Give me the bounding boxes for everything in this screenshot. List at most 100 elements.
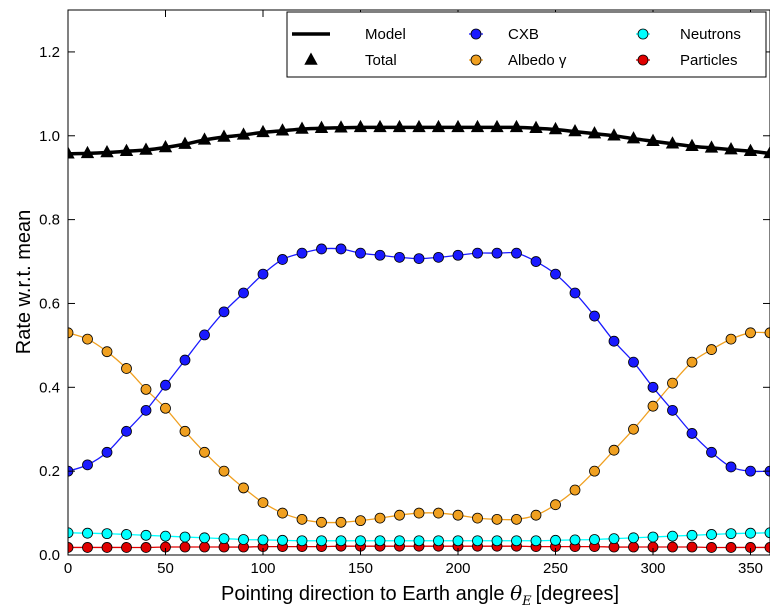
point-2-24 xyxy=(530,509,542,521)
point-1-19 xyxy=(433,251,444,263)
x-axis-symbol: θ xyxy=(510,581,522,605)
point-1-12 xyxy=(296,247,308,259)
point-4-31 xyxy=(667,541,678,553)
point-0-8 xyxy=(217,129,231,142)
point-2-36 xyxy=(764,327,770,339)
point-4-36 xyxy=(764,542,770,553)
point-2-0 xyxy=(68,327,74,339)
point-4-6 xyxy=(179,541,191,553)
point-1-22 xyxy=(491,247,503,259)
point-4-0 xyxy=(68,542,74,553)
point-3-19 xyxy=(433,535,444,547)
point-1-1 xyxy=(82,459,93,471)
point-2-11 xyxy=(277,507,288,519)
point-3-28 xyxy=(608,533,620,545)
point-1-17 xyxy=(394,251,405,263)
point-3-18 xyxy=(413,535,425,547)
point-0-1 xyxy=(80,145,95,159)
legend-box xyxy=(286,11,767,78)
point-0-15 xyxy=(353,119,368,133)
legend-label-3: Total xyxy=(365,52,397,69)
point-2-35 xyxy=(745,327,756,339)
point-1-29 xyxy=(628,356,639,368)
point-4-7 xyxy=(199,541,210,553)
point-4-29 xyxy=(628,541,639,553)
point-3-13 xyxy=(316,535,327,547)
point-3-14 xyxy=(335,535,347,547)
point-2-9 xyxy=(238,482,249,494)
point-2-15 xyxy=(355,515,366,527)
point-0-28 xyxy=(607,128,621,141)
point-0-27 xyxy=(587,126,602,139)
point-0-12 xyxy=(295,121,309,134)
point-4-3 xyxy=(121,542,132,553)
point-3-26 xyxy=(569,534,581,546)
point-0-35 xyxy=(743,143,758,157)
y-axis-title: Rate w.r.t. mean xyxy=(13,210,35,355)
point-0-5 xyxy=(158,139,173,153)
legend-label-0: Model xyxy=(365,26,406,43)
point-0-2 xyxy=(100,144,114,158)
point-1-13 xyxy=(316,243,327,255)
point-2-22 xyxy=(491,513,503,525)
point-2-19 xyxy=(433,507,444,519)
point-2-17 xyxy=(394,509,405,521)
point-1-2 xyxy=(101,446,113,458)
x-axis-subscript: E xyxy=(521,594,532,608)
point-0-14 xyxy=(334,120,348,133)
point-1-27 xyxy=(589,310,600,322)
legend-marker-5 xyxy=(637,54,649,66)
y-tick-label-5: 1.0 xyxy=(39,128,60,145)
point-3-10 xyxy=(257,534,269,546)
point-2-12 xyxy=(296,513,308,525)
point-3-33 xyxy=(706,529,717,540)
legend-marker-2 xyxy=(637,28,649,40)
point-1-18 xyxy=(413,253,425,265)
point-3-31 xyxy=(667,530,678,542)
point-3-15 xyxy=(355,535,366,547)
point-3-21 xyxy=(472,535,483,547)
point-4-32 xyxy=(686,541,698,553)
point-0-18 xyxy=(412,119,426,133)
point-1-34 xyxy=(725,461,737,473)
legend: Model CXB Neutrons Total Albedo γ Particles xyxy=(286,11,767,78)
point-0-11 xyxy=(275,123,290,136)
point-2-26 xyxy=(569,484,581,496)
point-3-29 xyxy=(628,532,639,544)
point-0-33 xyxy=(704,140,719,153)
point-0-17 xyxy=(392,119,407,133)
point-2-7 xyxy=(199,446,210,458)
point-1-16 xyxy=(374,249,386,261)
point-2-10 xyxy=(257,497,269,508)
point-1-5 xyxy=(160,379,171,391)
plot-frame xyxy=(67,9,770,556)
series-line-1 xyxy=(68,247,770,473)
point-4-2 xyxy=(101,542,113,553)
point-1-15 xyxy=(355,247,366,259)
x-tick-label-0: 0 xyxy=(64,560,72,577)
x-axis-label-text: Pointing direction to Earth angle xyxy=(221,583,505,605)
legend-label-1: CXB xyxy=(508,26,539,43)
point-0-0 xyxy=(68,146,75,159)
point-1-8 xyxy=(218,306,230,318)
y-tick-label-4: 0.8 xyxy=(39,212,60,229)
point-2-6 xyxy=(179,425,191,437)
point-0-20 xyxy=(451,119,465,133)
point-0-36 xyxy=(763,145,770,159)
y-tick-label-1: 0.2 xyxy=(39,463,60,480)
y-tick-label-0: 0.0 xyxy=(39,547,60,564)
x-tick-label-6: 300 xyxy=(640,560,665,577)
point-2-16 xyxy=(374,512,386,524)
point-2-5 xyxy=(160,402,171,414)
point-1-11 xyxy=(277,254,288,265)
point-3-6 xyxy=(179,531,191,543)
point-3-8 xyxy=(218,533,230,545)
point-3-30 xyxy=(647,531,659,543)
y-tick-label-2: 0.4 xyxy=(39,379,60,396)
point-3-17 xyxy=(394,535,405,547)
point-0-24 xyxy=(529,120,543,133)
point-2-1 xyxy=(82,333,93,345)
point-2-20 xyxy=(452,509,464,521)
point-3-1 xyxy=(82,527,93,539)
